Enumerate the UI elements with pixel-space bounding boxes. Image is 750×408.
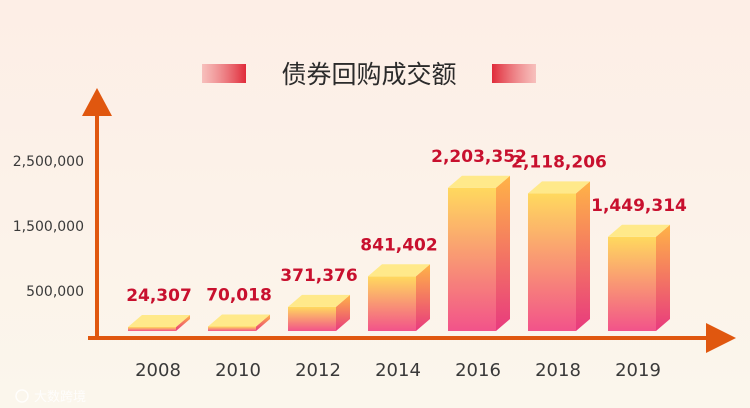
data-label: 24,307 xyxy=(126,286,192,306)
x-axis-arrow-icon xyxy=(706,323,736,353)
bar-side-face xyxy=(576,181,590,331)
data-label: 70,018 xyxy=(206,285,272,305)
axes xyxy=(82,88,736,353)
title-banner-right xyxy=(492,64,536,83)
bar-top-face xyxy=(208,314,270,327)
bar-top-face xyxy=(448,175,510,188)
bar xyxy=(528,181,590,331)
y-tick-label: 2,500,000 xyxy=(13,154,84,170)
data-labels: 24,307 70,018 371,376 841,402 2,203,352 … xyxy=(126,147,687,306)
chart-title: 债券回购成交额 xyxy=(202,60,536,89)
bar-side-face xyxy=(416,264,430,331)
data-label: 2,118,206 xyxy=(511,152,607,172)
x-tick-label: 2019 xyxy=(615,360,661,381)
x-tick-label: 2018 xyxy=(535,360,581,381)
x-tick-label: 2014 xyxy=(375,360,421,381)
bar xyxy=(608,224,670,331)
bar-top-face xyxy=(288,294,350,307)
x-tick-labels: 2008 2010 2012 2014 2016 2018 2019 xyxy=(135,360,661,381)
x-tick-label: 2010 xyxy=(215,360,261,381)
bar xyxy=(128,315,190,331)
watermark: 大数跨境 xyxy=(15,389,86,405)
chart-title-text: 债券回购成交额 xyxy=(281,60,456,89)
bar xyxy=(368,264,430,331)
bar-side-face xyxy=(256,314,270,331)
bar-front-face xyxy=(208,326,256,331)
data-label: 2,203,352 xyxy=(431,147,527,167)
bar-side-face xyxy=(176,315,190,331)
y-axis-arrow-icon xyxy=(82,88,112,116)
bar-top-face xyxy=(528,181,590,194)
x-tick-label: 2008 xyxy=(135,360,181,381)
bar xyxy=(288,294,350,331)
bar xyxy=(448,175,510,331)
y-tick-label: 500,000 xyxy=(26,284,84,300)
bar-front-face xyxy=(448,187,496,331)
data-label: 841,402 xyxy=(360,235,437,255)
bar-front-face xyxy=(288,306,336,331)
bar-front-face xyxy=(128,327,176,331)
bar-series xyxy=(128,175,670,331)
x-tick-label: 2012 xyxy=(295,360,341,381)
title-banner-left xyxy=(202,64,246,83)
x-tick-label: 2016 xyxy=(455,360,501,381)
bar xyxy=(208,314,270,331)
y-tick-labels: 2,500,000 1,500,000 500,000 xyxy=(13,154,84,300)
bar-side-face xyxy=(656,224,670,331)
bar-front-face xyxy=(368,276,416,331)
bar-top-face xyxy=(368,264,430,277)
watermark-text: 大数跨境 xyxy=(34,390,86,405)
y-tick-label: 1,500,000 xyxy=(13,219,84,235)
bar-front-face xyxy=(528,193,576,331)
bar-side-face xyxy=(336,294,350,331)
bar-front-face xyxy=(608,236,656,331)
bar-top-face xyxy=(128,315,190,327)
bar-top-face xyxy=(608,224,670,237)
data-label: 1,449,314 xyxy=(591,196,687,216)
watermark-logo-icon xyxy=(15,389,29,403)
bar-side-face xyxy=(496,175,510,331)
data-label: 371,376 xyxy=(280,266,357,286)
